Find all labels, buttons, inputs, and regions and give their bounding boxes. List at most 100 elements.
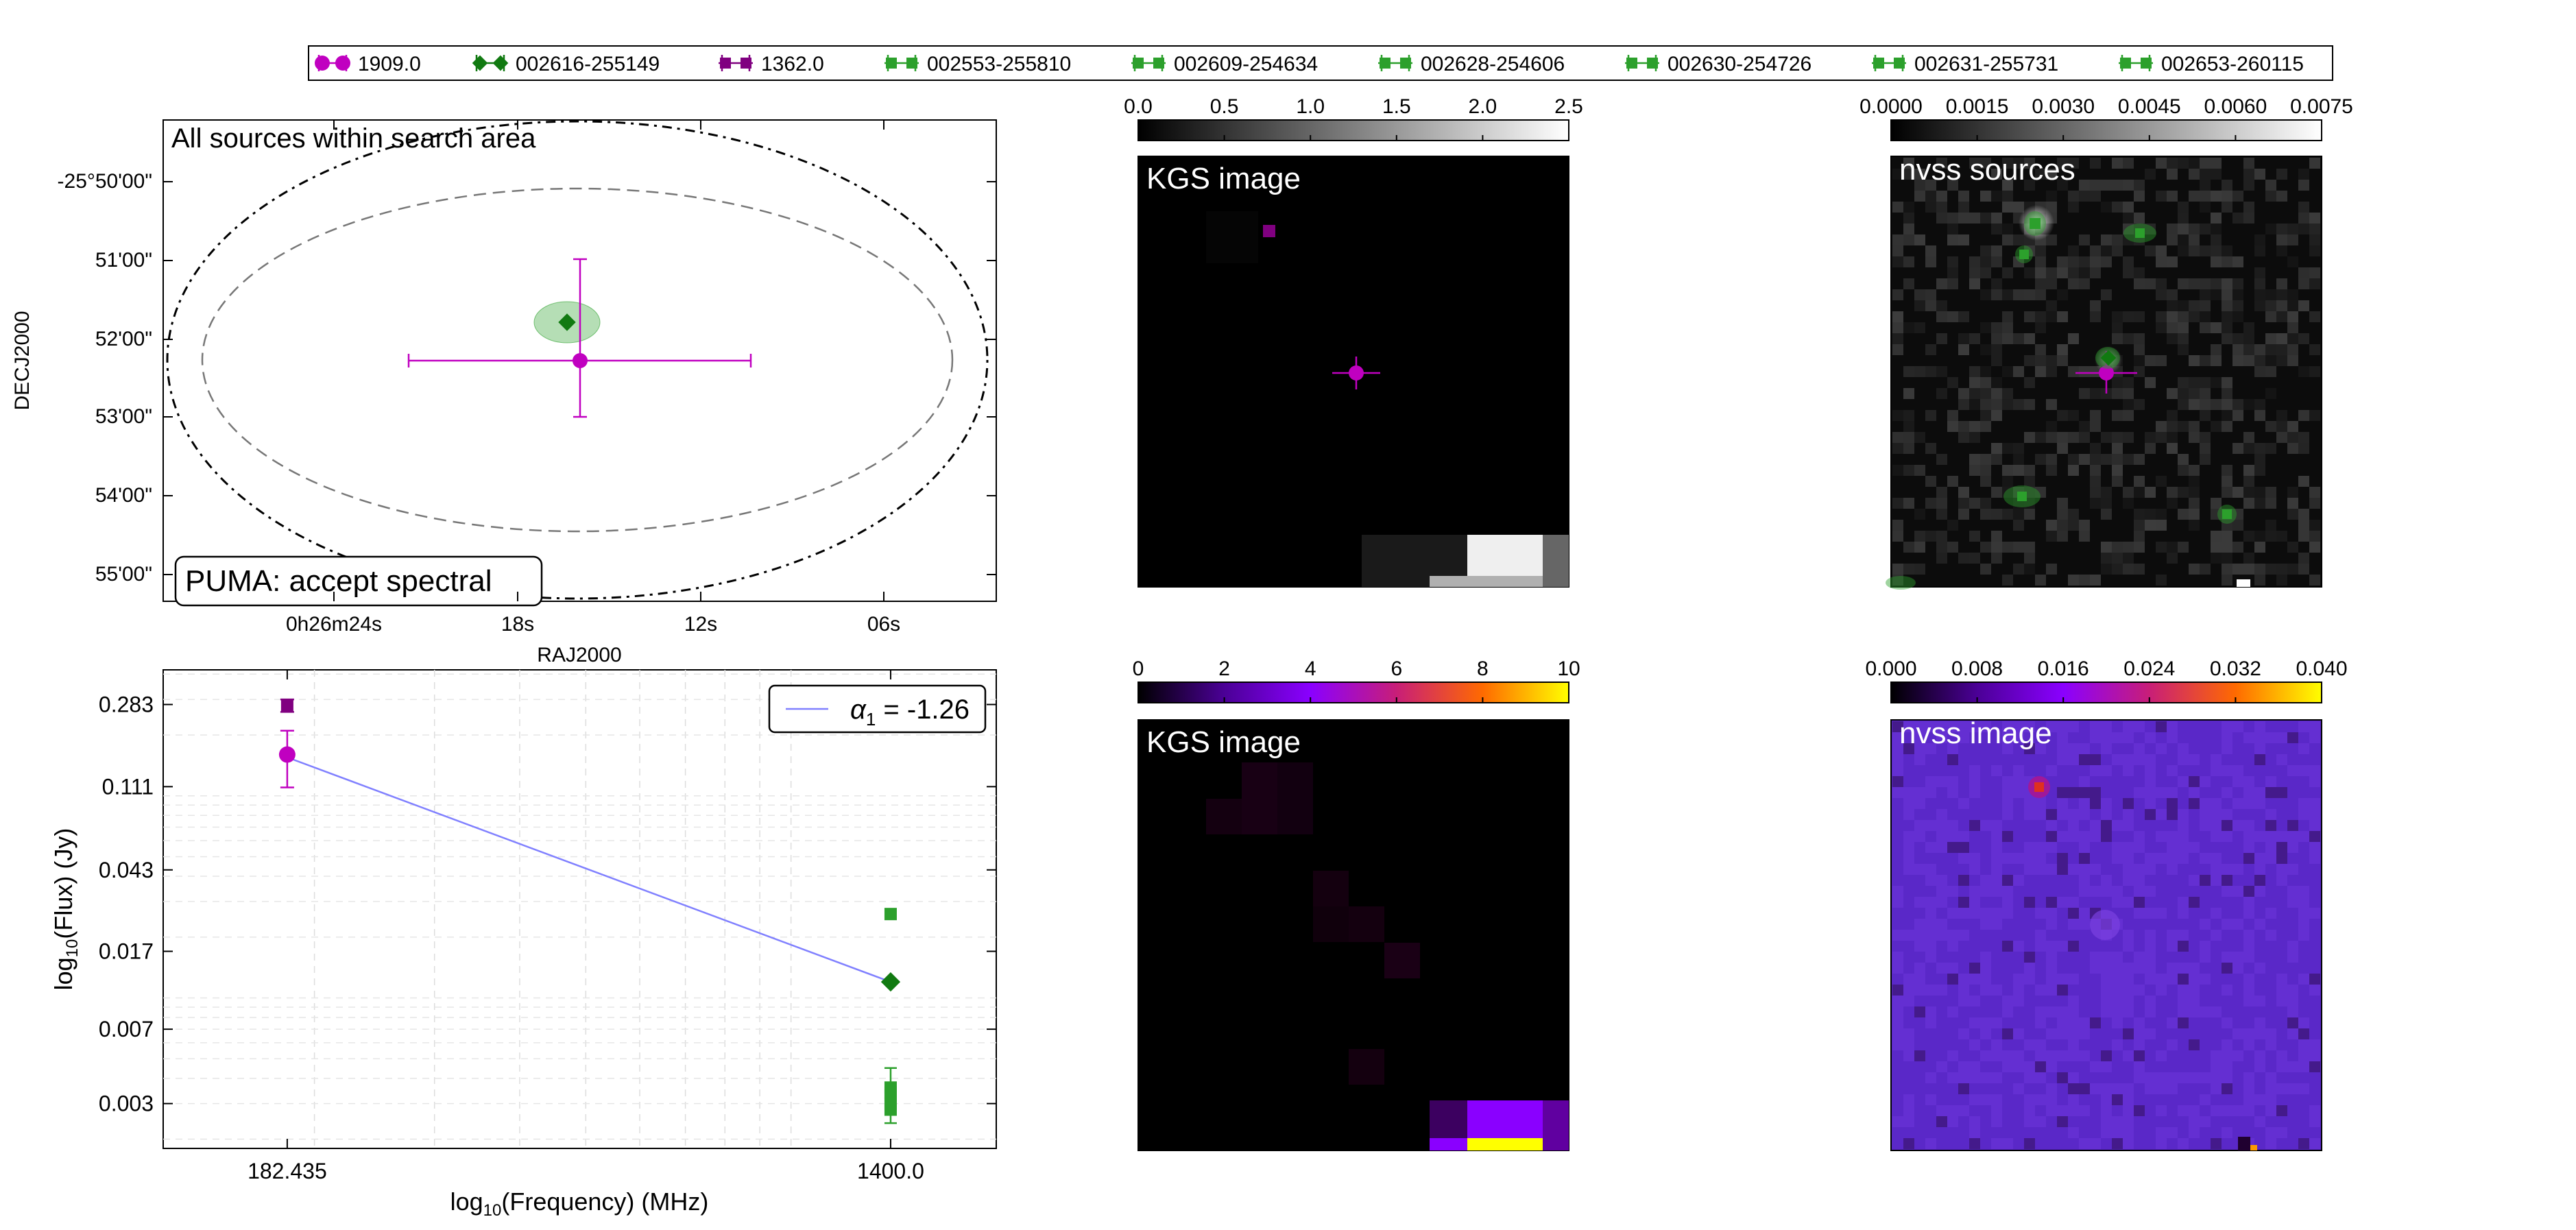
nvss-image-noise-px xyxy=(2309,732,2320,743)
nvss-image-noise-px xyxy=(2211,1061,2222,1072)
nvss-noise-px xyxy=(2200,322,2211,333)
nvss-image-noise-px xyxy=(1947,776,1958,787)
nvss-image-noise-px xyxy=(2222,952,2232,963)
nvss-noise-px xyxy=(1892,245,1903,256)
nvss-image-noise-px xyxy=(1947,1006,1958,1017)
nvss-noise-px xyxy=(2035,355,2046,366)
nvss-noise-px xyxy=(2035,169,2046,180)
nvss-noise-px xyxy=(2156,421,2167,432)
nvss-noise-px xyxy=(1947,180,1958,191)
nvss-noise-px xyxy=(2200,289,2211,300)
nvss-image-noise-dark-px xyxy=(2090,798,2101,809)
nvss-noise-px xyxy=(1892,311,1903,322)
nvss-noise-px xyxy=(2112,158,2123,169)
nvss-image-noise-px xyxy=(2134,963,2145,974)
nvss-noise-px xyxy=(2243,169,2254,180)
nvss-noise-px xyxy=(2189,388,2200,399)
nvss-image-noise-px xyxy=(2079,1028,2090,1039)
nvss-image-noise-px xyxy=(2112,974,2123,985)
nvss-image-noise-dark-px xyxy=(2189,798,2200,809)
nvss-image-noise-px xyxy=(2112,1017,2123,1028)
nvss-noise-px xyxy=(2156,158,2167,169)
nvss-image-noise-px xyxy=(1991,1017,2002,1028)
nvss-noise-px xyxy=(2287,355,2298,366)
nvss-image-noise-px xyxy=(2090,886,2101,897)
nvss-noise-px xyxy=(2298,169,2309,180)
nvss-noise-px xyxy=(2211,355,2222,366)
nvss-noise-px xyxy=(2222,256,2232,267)
nvss-image-noise-px xyxy=(2309,721,2320,732)
nvss-noise-px xyxy=(1969,213,1980,224)
nvss-image-noise-px xyxy=(2002,1061,2013,1072)
nvss-image-noise-px xyxy=(2046,919,2057,930)
nvss-noise-px xyxy=(1969,553,1980,564)
nvss-noise-px xyxy=(2046,520,2057,531)
nvss-image-noise-px xyxy=(2189,1006,2200,1017)
nvss-noise-px xyxy=(2046,191,2057,202)
nvss-noise-px xyxy=(2145,487,2156,498)
sky-panel-title: All sources within search area xyxy=(171,123,536,154)
cb2-label-3: 0.0045 xyxy=(2118,95,2181,118)
nvss-noise-px xyxy=(2189,520,2200,531)
nvss-image-noise-px xyxy=(1980,974,1991,985)
nvss-noise-px xyxy=(2211,399,2222,410)
nvss-noise-px xyxy=(2002,399,2013,410)
nvss-image-noise-px xyxy=(2013,853,2024,864)
nvss-image-noise-px xyxy=(1903,1094,1914,1105)
nvss-noise-px xyxy=(2156,520,2167,531)
nvss-image-noise-px xyxy=(2145,941,2156,952)
nvss-image-noise-px xyxy=(1925,875,1936,886)
nvss-image-noise-px xyxy=(2035,1116,2046,1127)
nvss-image-noise-px xyxy=(2178,754,2189,765)
nvss-noise-px xyxy=(1980,267,1991,278)
nvss-noise-px xyxy=(2276,531,2287,542)
nvss-image-noise-px xyxy=(1914,864,1925,875)
nvss-image-noise-px xyxy=(2035,1094,2046,1105)
nvss-noise-px xyxy=(2309,158,2320,169)
nvss-noise-px xyxy=(2145,278,2156,289)
nvss-image-noise-px xyxy=(2123,754,2134,765)
nvss-image-noise-px xyxy=(2298,1061,2309,1072)
nvss-noise-px xyxy=(2002,322,2013,333)
nvss-noise-px xyxy=(2090,180,2101,191)
nvss-image-noise-px xyxy=(1903,809,1914,820)
nvss-image-noise-px xyxy=(2101,985,2112,996)
nvss-image-noise-px xyxy=(2035,809,2046,820)
nvss-image-noise-px xyxy=(2298,930,2309,941)
nvss-noise-px xyxy=(2156,542,2167,553)
nvss-image-noise-px xyxy=(2243,842,2254,853)
kgs-image-panel-top: 0.0 0.5 1.0 1.5 2.0 2.5 KGS image xyxy=(1124,95,1583,588)
legend-marker-6-1 xyxy=(1647,58,1658,69)
nvss-image-noise-px xyxy=(2057,941,2068,952)
nvss-image-noise-px xyxy=(2090,952,2101,963)
nvss-image-noise-px xyxy=(2101,1094,2112,1105)
nvss-image-noise-px xyxy=(1958,974,1969,985)
nvss-noise-px xyxy=(2178,542,2189,553)
nvss-image-noise-px xyxy=(1925,985,1936,996)
nvss-noise-px xyxy=(1969,333,1980,344)
nvss-image-noise-px xyxy=(2189,996,2200,1006)
nvss-image-noise-px xyxy=(1914,820,1925,831)
nvss-image-noise-px xyxy=(2068,1105,2079,1116)
sky-ytick-5: 55'00" xyxy=(95,563,152,586)
nvss-image-noise-px xyxy=(2309,809,2320,820)
nvss-noise-px xyxy=(2024,158,2035,169)
nvss-image-noise-px xyxy=(2200,941,2211,952)
nvss-noise-px xyxy=(2167,388,2178,399)
nvss-noise-px xyxy=(1892,575,1903,586)
nvss-noise-px xyxy=(2167,421,2178,432)
nvss-noise-px xyxy=(2090,421,2101,432)
nvss-image-noise-px xyxy=(2265,732,2276,743)
nvss-noise-px xyxy=(2265,520,2276,531)
legend-marker-1-0 xyxy=(472,55,488,71)
nvss-image-noise xyxy=(1892,721,2320,1149)
nvss-image-noise-dark-px xyxy=(2167,798,2178,809)
nvss-noise-px xyxy=(2232,355,2243,366)
nvss-noise-px xyxy=(1892,333,1903,344)
nvss-image-noise-px xyxy=(1925,1072,1936,1083)
nvss-noise-px xyxy=(1914,366,1925,377)
nvss-noise-px xyxy=(2309,213,2320,224)
colorbar-gray-nvss xyxy=(1890,119,2322,141)
nvss-image-noise-px xyxy=(1980,886,1991,897)
nvss-noise-px xyxy=(2178,245,2189,256)
